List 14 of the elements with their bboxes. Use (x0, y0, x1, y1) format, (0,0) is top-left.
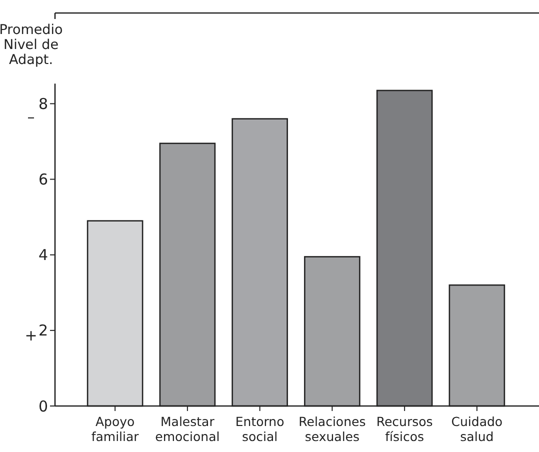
y-tick-label: 4 (38, 246, 48, 264)
y-tick-label: 6 (38, 170, 48, 189)
x-tick-label: Relaciones sexuales (298, 414, 366, 444)
y-axis-title: Promedio Nivel de Adapt. (0, 22, 63, 68)
y-tick-label: 2 (38, 322, 48, 340)
x-tick-label: Cuidado salud (451, 414, 503, 444)
text: – (27, 108, 35, 126)
x-tick-label: Entorno social (235, 414, 284, 444)
text: + (24, 326, 38, 344)
x-tick-label: Apoyo familiar (91, 414, 140, 444)
x-tick-label: Malestar emocional (155, 414, 220, 444)
y-tick-label: 8 (38, 94, 48, 113)
x-tick-label: Recursos físicos (376, 414, 433, 444)
y-tick-label: 0 (38, 397, 48, 416)
